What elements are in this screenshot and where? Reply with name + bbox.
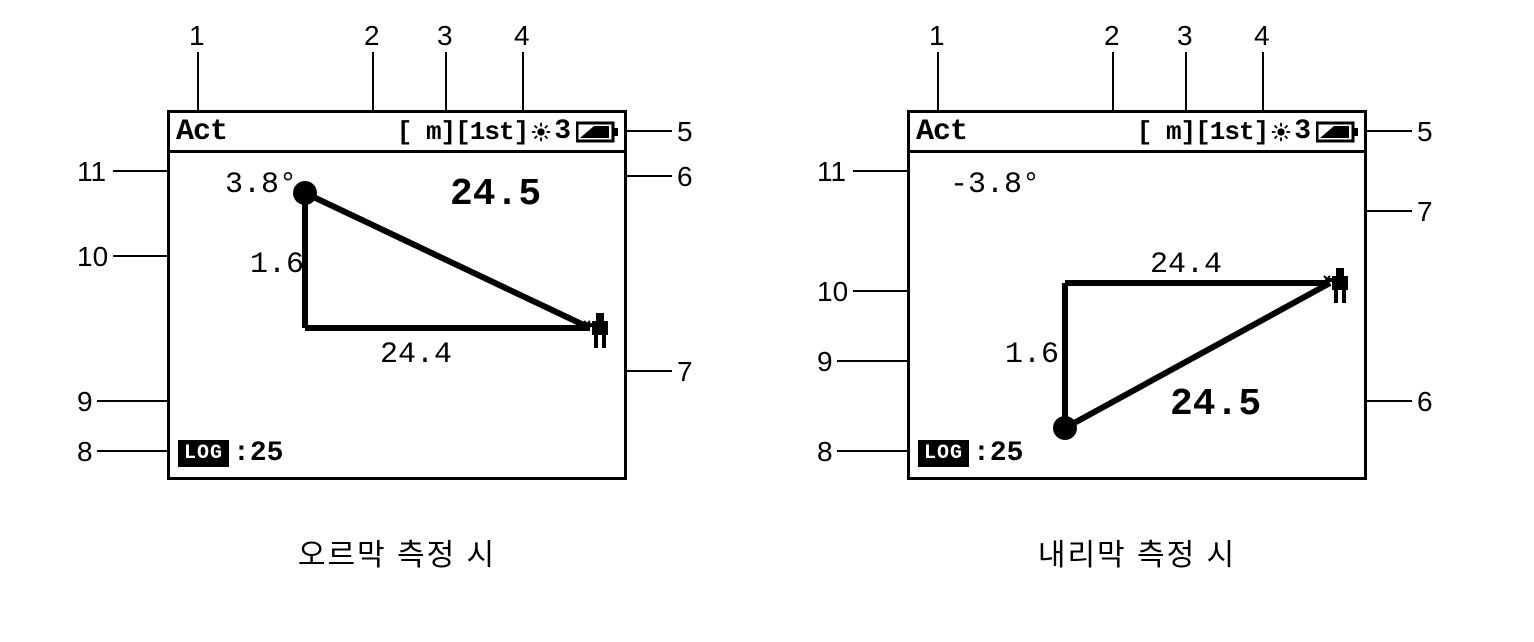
callout-6: 6 [677, 161, 693, 193]
callout-3: 3 [1177, 20, 1193, 52]
callout-8: 8 [77, 436, 93, 468]
log-count: :25 [973, 438, 1023, 469]
callout-5: 5 [677, 116, 693, 148]
status-bar: Act [ m] [1st] 3 [170, 113, 624, 153]
battery-icon [1316, 121, 1360, 143]
log-label: LOG [918, 440, 969, 467]
callout-10: 10 [817, 276, 848, 308]
device-screen: Act [ m] [1st] 3 -3.8° 24.4 1.6 24.5 LOG… [907, 110, 1367, 480]
callout-3: 3 [437, 20, 453, 52]
callout-8: 8 [817, 436, 833, 468]
callout-2: 2 [1104, 20, 1120, 52]
callout-4: 4 [1254, 20, 1270, 52]
panel-downhill: 1 2 3 4 11 10 9 8 5 7 6 Act [ m] [1st] 3 -3.8° 24.… [817, 20, 1457, 580]
brightness-icon [530, 121, 552, 143]
callout-7: 7 [1417, 196, 1433, 228]
angle-value: 3.8° [225, 168, 297, 202]
callout-10: 10 [77, 241, 108, 273]
target-point [1053, 416, 1077, 440]
callout-11: 11 [817, 156, 846, 188]
log-indicator: LOG :25 [918, 438, 1023, 469]
callout-1: 1 [189, 20, 205, 52]
panel-caption: 오르막 측정 시 [77, 530, 717, 574]
log-label: LOG [178, 440, 229, 467]
brightness-value: 3 [1294, 116, 1310, 147]
mode-label: Act [916, 115, 967, 149]
callout-11: 11 [77, 156, 106, 188]
log-indicator: LOG :25 [178, 438, 283, 469]
panel-uphill: 1 2 3 4 11 10 9 8 5 6 7 Act [ m] [1st] 3 3.8° 24.5… [77, 20, 717, 580]
device-screen: Act [ m] [1st] 3 3.8° 24.5 1.6 24.4 LOG … [167, 110, 627, 480]
callout-6: 6 [1417, 386, 1433, 418]
callout-5: 5 [1417, 116, 1433, 148]
unit-label: [ m] [1137, 117, 1195, 147]
log-count: :25 [233, 438, 283, 469]
battery-icon [576, 121, 620, 143]
callout-2: 2 [364, 20, 380, 52]
callout-7: 7 [677, 356, 693, 388]
slope-value: 24.5 [1170, 383, 1261, 426]
angle-value: -3.8° [950, 168, 1040, 202]
callout-9: 9 [817, 346, 833, 378]
slope-value: 24.5 [450, 173, 541, 216]
horizontal-value: 24.4 [1150, 248, 1222, 282]
panel-caption: 내리막 측정 시 [817, 530, 1457, 574]
brightness-value: 3 [554, 116, 570, 147]
unit-label: [ m] [397, 117, 455, 147]
priority-label: [1st] [455, 117, 528, 147]
callout-4: 4 [514, 20, 530, 52]
height-value: 1.6 [1005, 338, 1059, 372]
brightness-icon [1270, 121, 1292, 143]
callout-9: 9 [77, 386, 93, 418]
horizontal-value: 24.4 [380, 338, 452, 372]
height-value: 1.6 [250, 248, 304, 282]
mode-label: Act [176, 115, 227, 149]
priority-label: [1st] [1195, 117, 1268, 147]
callout-1: 1 [929, 20, 945, 52]
status-bar: Act [ m] [1st] 3 [910, 113, 1364, 153]
